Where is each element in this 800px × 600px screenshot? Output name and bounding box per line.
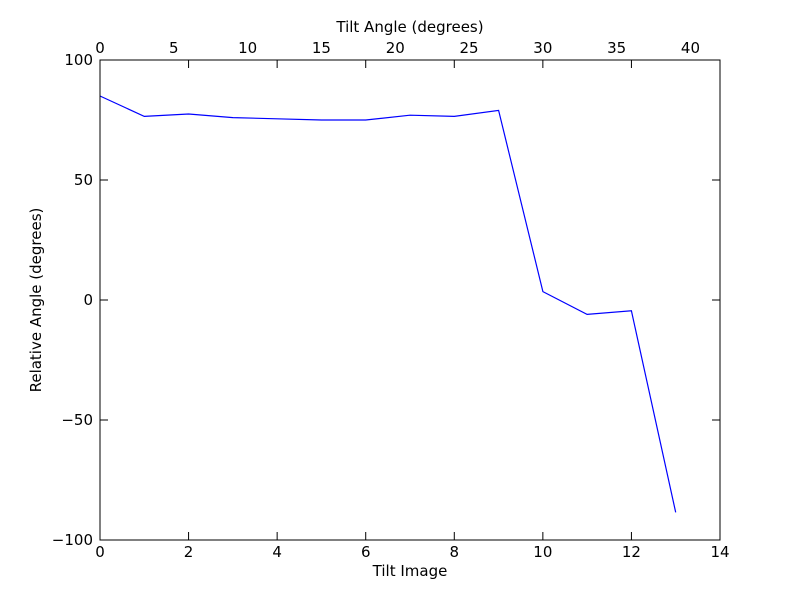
y-tick-label: 50	[74, 171, 93, 189]
x-axis-title: Tilt Image	[372, 562, 448, 580]
x-tick-label: 14	[710, 543, 729, 561]
x-tick-label: 2	[184, 543, 194, 561]
x2-tick-label: 15	[312, 39, 331, 57]
y-tick-label: 0	[83, 291, 93, 309]
y-tick-label: 100	[64, 51, 93, 69]
x2-tick-label: 35	[607, 39, 626, 57]
x2-tick-label: 30	[533, 39, 552, 57]
ticks-layer: 0 2 4 6 8 10 12 14 0 5 10 15 20 25 30 35 40 100 50 0 −50 −100	[52, 39, 730, 561]
x-tick-label: 4	[272, 543, 282, 561]
x2-axis-title: Tilt Angle (degrees)	[335, 18, 483, 36]
x2-tick-label: 20	[386, 39, 405, 57]
x-tick-label: 0	[95, 543, 105, 561]
x-tick-label: 6	[361, 543, 371, 561]
x2-tick-label: 25	[460, 39, 479, 57]
x2-tick-label: 40	[681, 39, 700, 57]
x-tick-label: 12	[622, 543, 641, 561]
y-axis-title: Relative Angle (degrees)	[27, 208, 45, 393]
x2-tick-label: 0	[95, 39, 105, 57]
y-tick-label: −100	[52, 531, 93, 549]
series-layer	[99, 95, 677, 513]
y-tick-label: −50	[61, 411, 93, 429]
series-line	[99, 95, 677, 513]
x-tick-label: 8	[450, 543, 460, 561]
x2-tick-label: 5	[169, 39, 179, 57]
x-tick-label: 10	[533, 543, 552, 561]
plot-frame	[99, 59, 721, 541]
x2-tick-label: 10	[238, 39, 257, 57]
